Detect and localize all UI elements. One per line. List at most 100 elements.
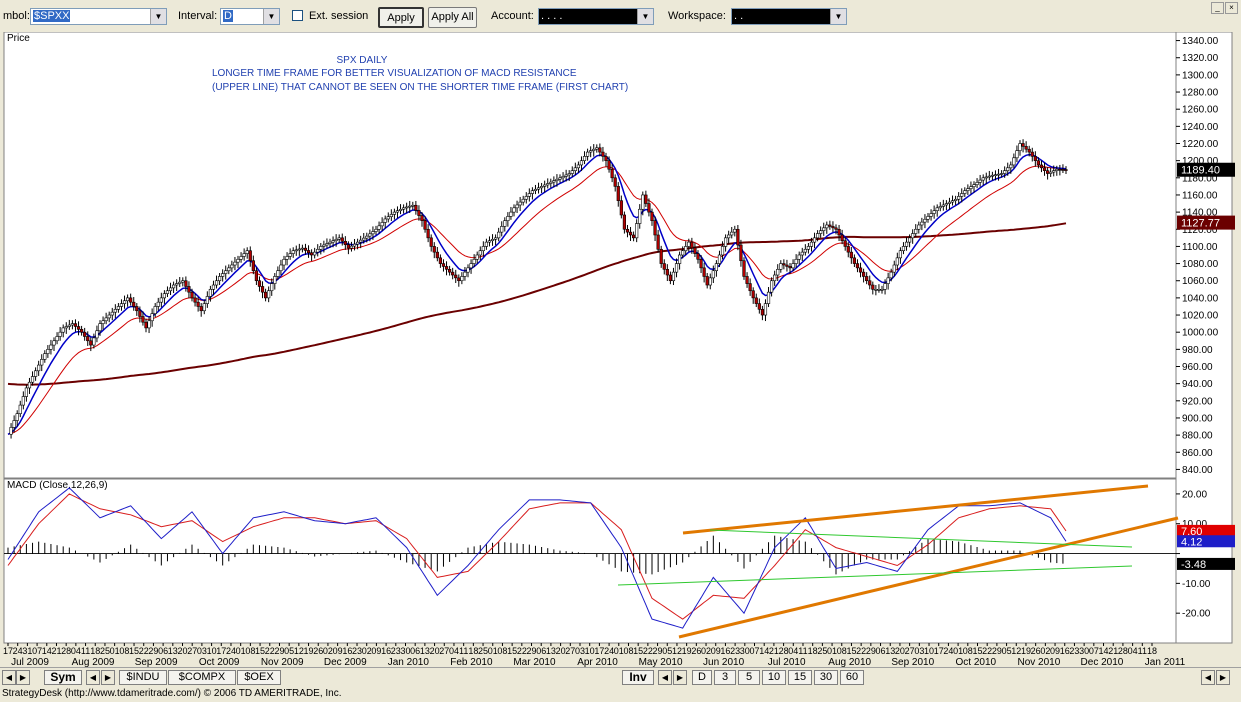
nav-next-icon[interactable]: ▶ [673,670,687,685]
x-day-label: 12 [294,646,304,656]
ext-session-checkbox[interactable] [292,10,303,21]
candle-up [181,280,185,283]
tab-interval-5[interactable]: 5 [738,670,760,685]
candle-up [987,175,991,178]
candle-up [957,196,961,200]
x-day-label: 22 [265,646,275,656]
tab-interval-15[interactable]: 15 [788,670,812,685]
tab-interval-d[interactable]: D [692,670,712,685]
chevron-down-icon[interactable]: ▼ [830,9,846,24]
candle-up [270,283,274,292]
chevron-down-icon[interactable]: ▼ [150,9,166,24]
candle-up [150,313,154,322]
candle-up [55,336,59,342]
candle-up [40,359,44,366]
trendlines [617,484,1179,639]
x-month-label: Jan 2010 [388,657,430,667]
candle-up [328,241,332,244]
tab-symbol-oex[interactable]: $OEX [237,670,281,685]
x-day-label: 28 [61,646,71,656]
tab-symbol-compx[interactable]: $COMPX [168,670,236,685]
nav-prev-icon[interactable]: ◀ [658,670,672,685]
account-label: Account: [491,10,534,22]
x-day-label: 04 [1128,646,1138,656]
macd-tick-label: 10.00 [1182,519,1207,530]
candle-up [9,427,13,435]
chevron-down-icon[interactable]: ▼ [637,9,653,24]
nav-next-icon[interactable]: ▶ [1216,670,1230,685]
account-value: . . . . [541,10,563,22]
tab-interval-10[interactable]: 10 [762,670,786,685]
candle-up [236,258,240,263]
candle-up [116,306,120,310]
apply-all-button[interactable]: Apply All [428,7,477,28]
account-combo[interactable]: . . . . ▼ [538,8,654,25]
candle-up [208,289,213,297]
x-day-label: 10 [585,646,595,656]
x-axis: 17 24 31 07 14 21 28 04 11 18 25 01 08 15 22 29 06 13 20 27… [3,643,1186,667]
nav-prev-icon[interactable]: ◀ [1201,670,1215,685]
x-day-label: 28 [1118,646,1128,656]
candle-down [199,306,203,312]
price-tick-label: 1160.00 [1182,190,1218,201]
minimize-icon[interactable]: _ [1211,2,1224,14]
close-icon[interactable]: × [1225,2,1238,14]
chart-area: Price MACD (Close,12,26,9) SPX DAILY LON… [0,32,1241,667]
candle-down [346,244,351,249]
x-day-label: 02 [362,646,372,656]
inv-tab[interactable]: Inv [622,670,654,685]
tab-interval-3[interactable]: 3 [714,670,736,685]
candle-down [138,310,142,317]
tab-symbol-indu[interactable]: $INDU [119,670,167,685]
candle-up [291,250,295,254]
candle-up [205,296,209,304]
workspace-label: Workspace: [668,10,726,22]
macd-series [4,487,1176,629]
apply-button[interactable]: Apply [378,7,424,28]
interval-combo[interactable]: D ▼ [220,8,280,25]
x-month-label: May 2010 [639,657,683,667]
candle-up [592,148,596,151]
candle-up [297,248,301,251]
candle-down [871,284,875,290]
candle-up [527,193,531,197]
macd-last-value-box [1177,524,1235,537]
x-day-label: 07 [750,646,760,656]
workspace-combo[interactable]: . . ▼ [731,8,847,25]
candle-down [423,220,427,230]
candle-up [392,211,397,215]
x-day-label: 09 [371,646,381,656]
candle-up [104,317,108,322]
candle-down [429,237,433,247]
price-tick-label: 1100.00 [1182,242,1218,253]
candle-down [1061,169,1065,171]
x-day-label: 20 [556,646,566,656]
candle-up [469,263,473,269]
x-day-label: 07 [1089,646,1099,656]
nav-prev-icon[interactable]: ◀ [2,670,16,685]
candle-up [478,250,482,256]
symbol-combo[interactable]: $SPXX ▼ [30,8,167,25]
x-day-label: 24 [226,646,236,656]
candle-up [567,173,571,176]
nav-prev-icon[interactable]: ◀ [86,670,100,685]
nav-next-icon[interactable]: ▶ [101,670,115,685]
chevron-down-icon[interactable]: ▼ [263,9,279,24]
candle-up [37,364,41,372]
price-tick-label: 1040.00 [1182,293,1219,304]
candle-up [294,249,298,252]
candle-up [273,276,277,284]
candle-down [457,277,461,282]
candle-down [1030,151,1034,157]
candle-up [773,274,777,282]
sym-tab[interactable]: Sym [44,670,82,685]
x-day-label: 21 [1108,646,1118,656]
price-tick-label: 1240.00 [1182,122,1219,133]
tab-interval-30[interactable]: 30 [814,670,838,685]
tab-interval-60[interactable]: 60 [840,670,864,685]
candle-up [825,224,829,229]
nav-next-icon[interactable]: ▶ [16,670,30,685]
candle-up [920,221,924,226]
x-day-label: 23 [730,646,740,656]
macd-line [7,487,1067,629]
